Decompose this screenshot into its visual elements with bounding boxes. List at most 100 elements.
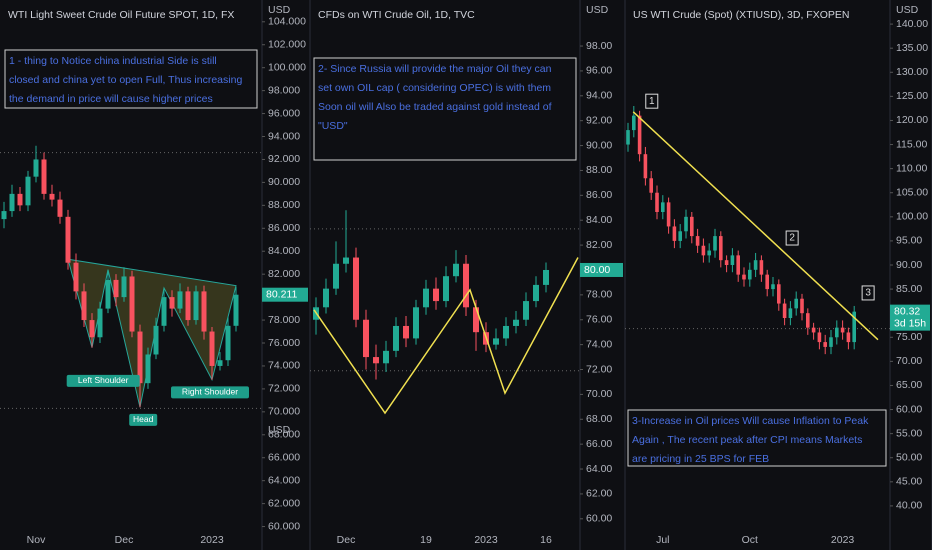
candle-body <box>736 255 740 275</box>
y-tick-label: 68.000 <box>268 429 300 441</box>
note-box <box>627 409 887 467</box>
candle-body <box>225 325 231 361</box>
candle-body <box>533 284 539 302</box>
note-line: Soon oil will Also be traded against gol… <box>318 101 552 113</box>
y-tick-label: 135.00 <box>896 42 928 54</box>
y-tick-label: 140.00 <box>896 18 928 30</box>
candle-body <box>33 159 39 177</box>
y-tick-label: 55.00 <box>896 427 922 439</box>
candle-body <box>373 357 379 364</box>
candle-body <box>637 115 642 155</box>
candle-body <box>323 288 329 308</box>
candle-body <box>153 325 159 355</box>
note-line: 2- Since Russia will provide the major O… <box>318 63 552 75</box>
trendline <box>632 111 879 341</box>
candle-body <box>846 332 851 343</box>
x-tick-label: Dec <box>115 534 134 546</box>
candle-body <box>413 307 419 339</box>
y-tick-label: 120.00 <box>896 114 928 126</box>
candle-body <box>393 325 399 351</box>
candle-body <box>788 308 793 318</box>
last-price-tag <box>262 287 308 302</box>
candle-body <box>835 327 839 338</box>
note-line: the demand in price will cause higher pr… <box>9 93 213 105</box>
y-tick-label: 76.00 <box>586 314 612 326</box>
candle-body <box>473 307 479 333</box>
candle-body <box>145 354 151 384</box>
candle-body <box>41 159 47 194</box>
wave-box <box>861 285 875 301</box>
candle-body <box>193 291 199 321</box>
y-tick-label: 64.00 <box>586 463 612 475</box>
y-tick-label: 65.00 <box>896 379 922 391</box>
y-unit: USD <box>268 4 291 16</box>
y-tick-label: 70.00 <box>896 355 922 367</box>
y-tick-label: 90.000 <box>268 176 300 188</box>
y-tick-label: 78.000 <box>268 314 300 326</box>
y-tick-label: 104.000 <box>268 16 306 28</box>
y-tick-label: 88.00 <box>586 164 612 176</box>
candle-body <box>800 298 804 314</box>
last-price-tag <box>890 304 930 331</box>
x-tick-label: Jul <box>656 534 669 546</box>
candle-body <box>185 291 191 321</box>
candle-body <box>806 313 810 328</box>
y-tick-label: 90.00 <box>586 139 612 151</box>
note-line: closed and china yet to open Full, Thus … <box>9 74 242 86</box>
pattern-label-box <box>66 374 140 387</box>
x-tick-label: 2023 <box>474 534 498 546</box>
candle-body <box>840 327 845 333</box>
pattern-label: Right Shoulder <box>182 387 238 397</box>
candle-body <box>724 260 729 265</box>
y-tick-label: 95.00 <box>896 235 922 247</box>
y-tick-label: 74.00 <box>586 338 612 350</box>
y-tick-label: 110.00 <box>896 162 927 174</box>
y-tick-label: 60.000 <box>268 520 300 532</box>
candle-body <box>97 308 103 338</box>
y-tick-label: 75.00 <box>896 331 922 343</box>
candle-body <box>695 236 700 246</box>
candle-body <box>453 263 459 277</box>
candle-body <box>363 319 369 358</box>
y-tick-label: 125.00 <box>896 90 928 102</box>
last-price-label: 80.00 <box>584 264 610 276</box>
candle-body <box>678 231 682 241</box>
y-tick-label: 115.00 <box>896 138 927 150</box>
candle-body <box>672 226 677 241</box>
candle-body <box>649 178 653 193</box>
candle-body <box>661 202 665 212</box>
y-tick-label: 68.00 <box>586 413 612 425</box>
x-tick-label: Nov <box>27 534 46 546</box>
y-tick-label: 102.000 <box>268 39 306 51</box>
candle-body <box>383 350 389 364</box>
pattern-label-box <box>171 386 249 399</box>
candle-body <box>543 269 549 285</box>
y-tick-label: 84.000 <box>268 245 300 257</box>
y-tick-label: 70.000 <box>268 406 300 418</box>
candle-body <box>655 192 659 212</box>
pattern-label: Head <box>133 414 154 424</box>
y-tick-label: 82.000 <box>268 268 300 280</box>
y-tick-label: 70.00 <box>586 388 612 400</box>
candle-body <box>113 279 119 298</box>
x-tick-label: 19 <box>420 534 432 546</box>
candle-body <box>403 325 409 339</box>
candle-body <box>811 327 816 333</box>
candle-body <box>25 176 31 206</box>
y-tick-label: 130.00 <box>896 66 928 78</box>
candle-body <box>9 193 15 212</box>
candle-body <box>748 269 752 280</box>
x-tick-label: 2023 <box>200 534 224 546</box>
wave-label: 1 <box>649 96 655 107</box>
candle-body <box>690 216 694 237</box>
candle-body <box>852 311 856 343</box>
y-unit: USD <box>268 424 291 436</box>
y-tick-label: 62.000 <box>268 497 300 509</box>
candle-body <box>632 115 636 131</box>
candle-body <box>57 199 63 217</box>
note-box <box>4 49 258 109</box>
y-tick-label: 82.00 <box>586 239 612 251</box>
candle-body <box>643 154 648 179</box>
